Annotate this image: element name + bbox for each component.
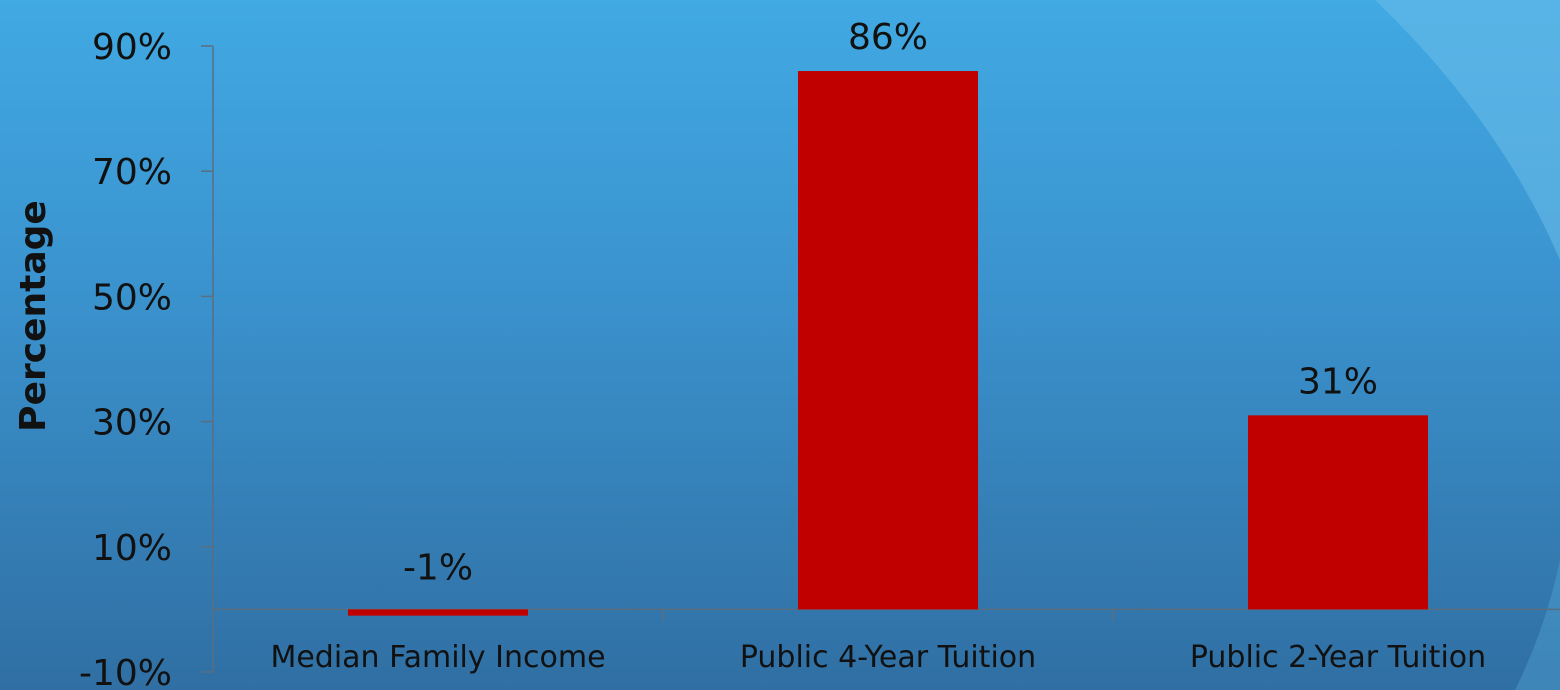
- y-tick-label: 10%: [92, 528, 172, 569]
- category-label: Public 2-Year Tuition: [1190, 640, 1486, 675]
- y-ticks: -10% 10% 30% 50% 70% 90%: [79, 27, 213, 690]
- data-label: -1%: [403, 547, 473, 588]
- bar: [798, 71, 978, 610]
- category-label: Public 4-Year Tuition: [740, 640, 1036, 675]
- y-tick-label: 30%: [92, 403, 172, 444]
- background-swoosh: [1375, 0, 1560, 260]
- background-swoosh-bottom: [1515, 560, 1560, 690]
- bar: [1248, 415, 1428, 610]
- data-labels: -1% 86% 31%: [403, 17, 1378, 588]
- category-label: Median Family Income: [270, 640, 605, 675]
- bars: [348, 71, 1428, 616]
- y-tick-label: 70%: [92, 152, 172, 193]
- x-ticks: [662, 609, 1114, 622]
- data-label: 31%: [1298, 361, 1378, 402]
- y-tick-label: 50%: [92, 277, 172, 318]
- category-labels: Median Family Income Public 4-Year Tuitio…: [270, 640, 1486, 675]
- y-tick-label: -10%: [79, 653, 172, 690]
- bar: [348, 609, 528, 616]
- y-axis-title: Percentage: [13, 200, 54, 432]
- data-label: 86%: [848, 17, 928, 58]
- y-tick-label: 90%: [92, 27, 172, 68]
